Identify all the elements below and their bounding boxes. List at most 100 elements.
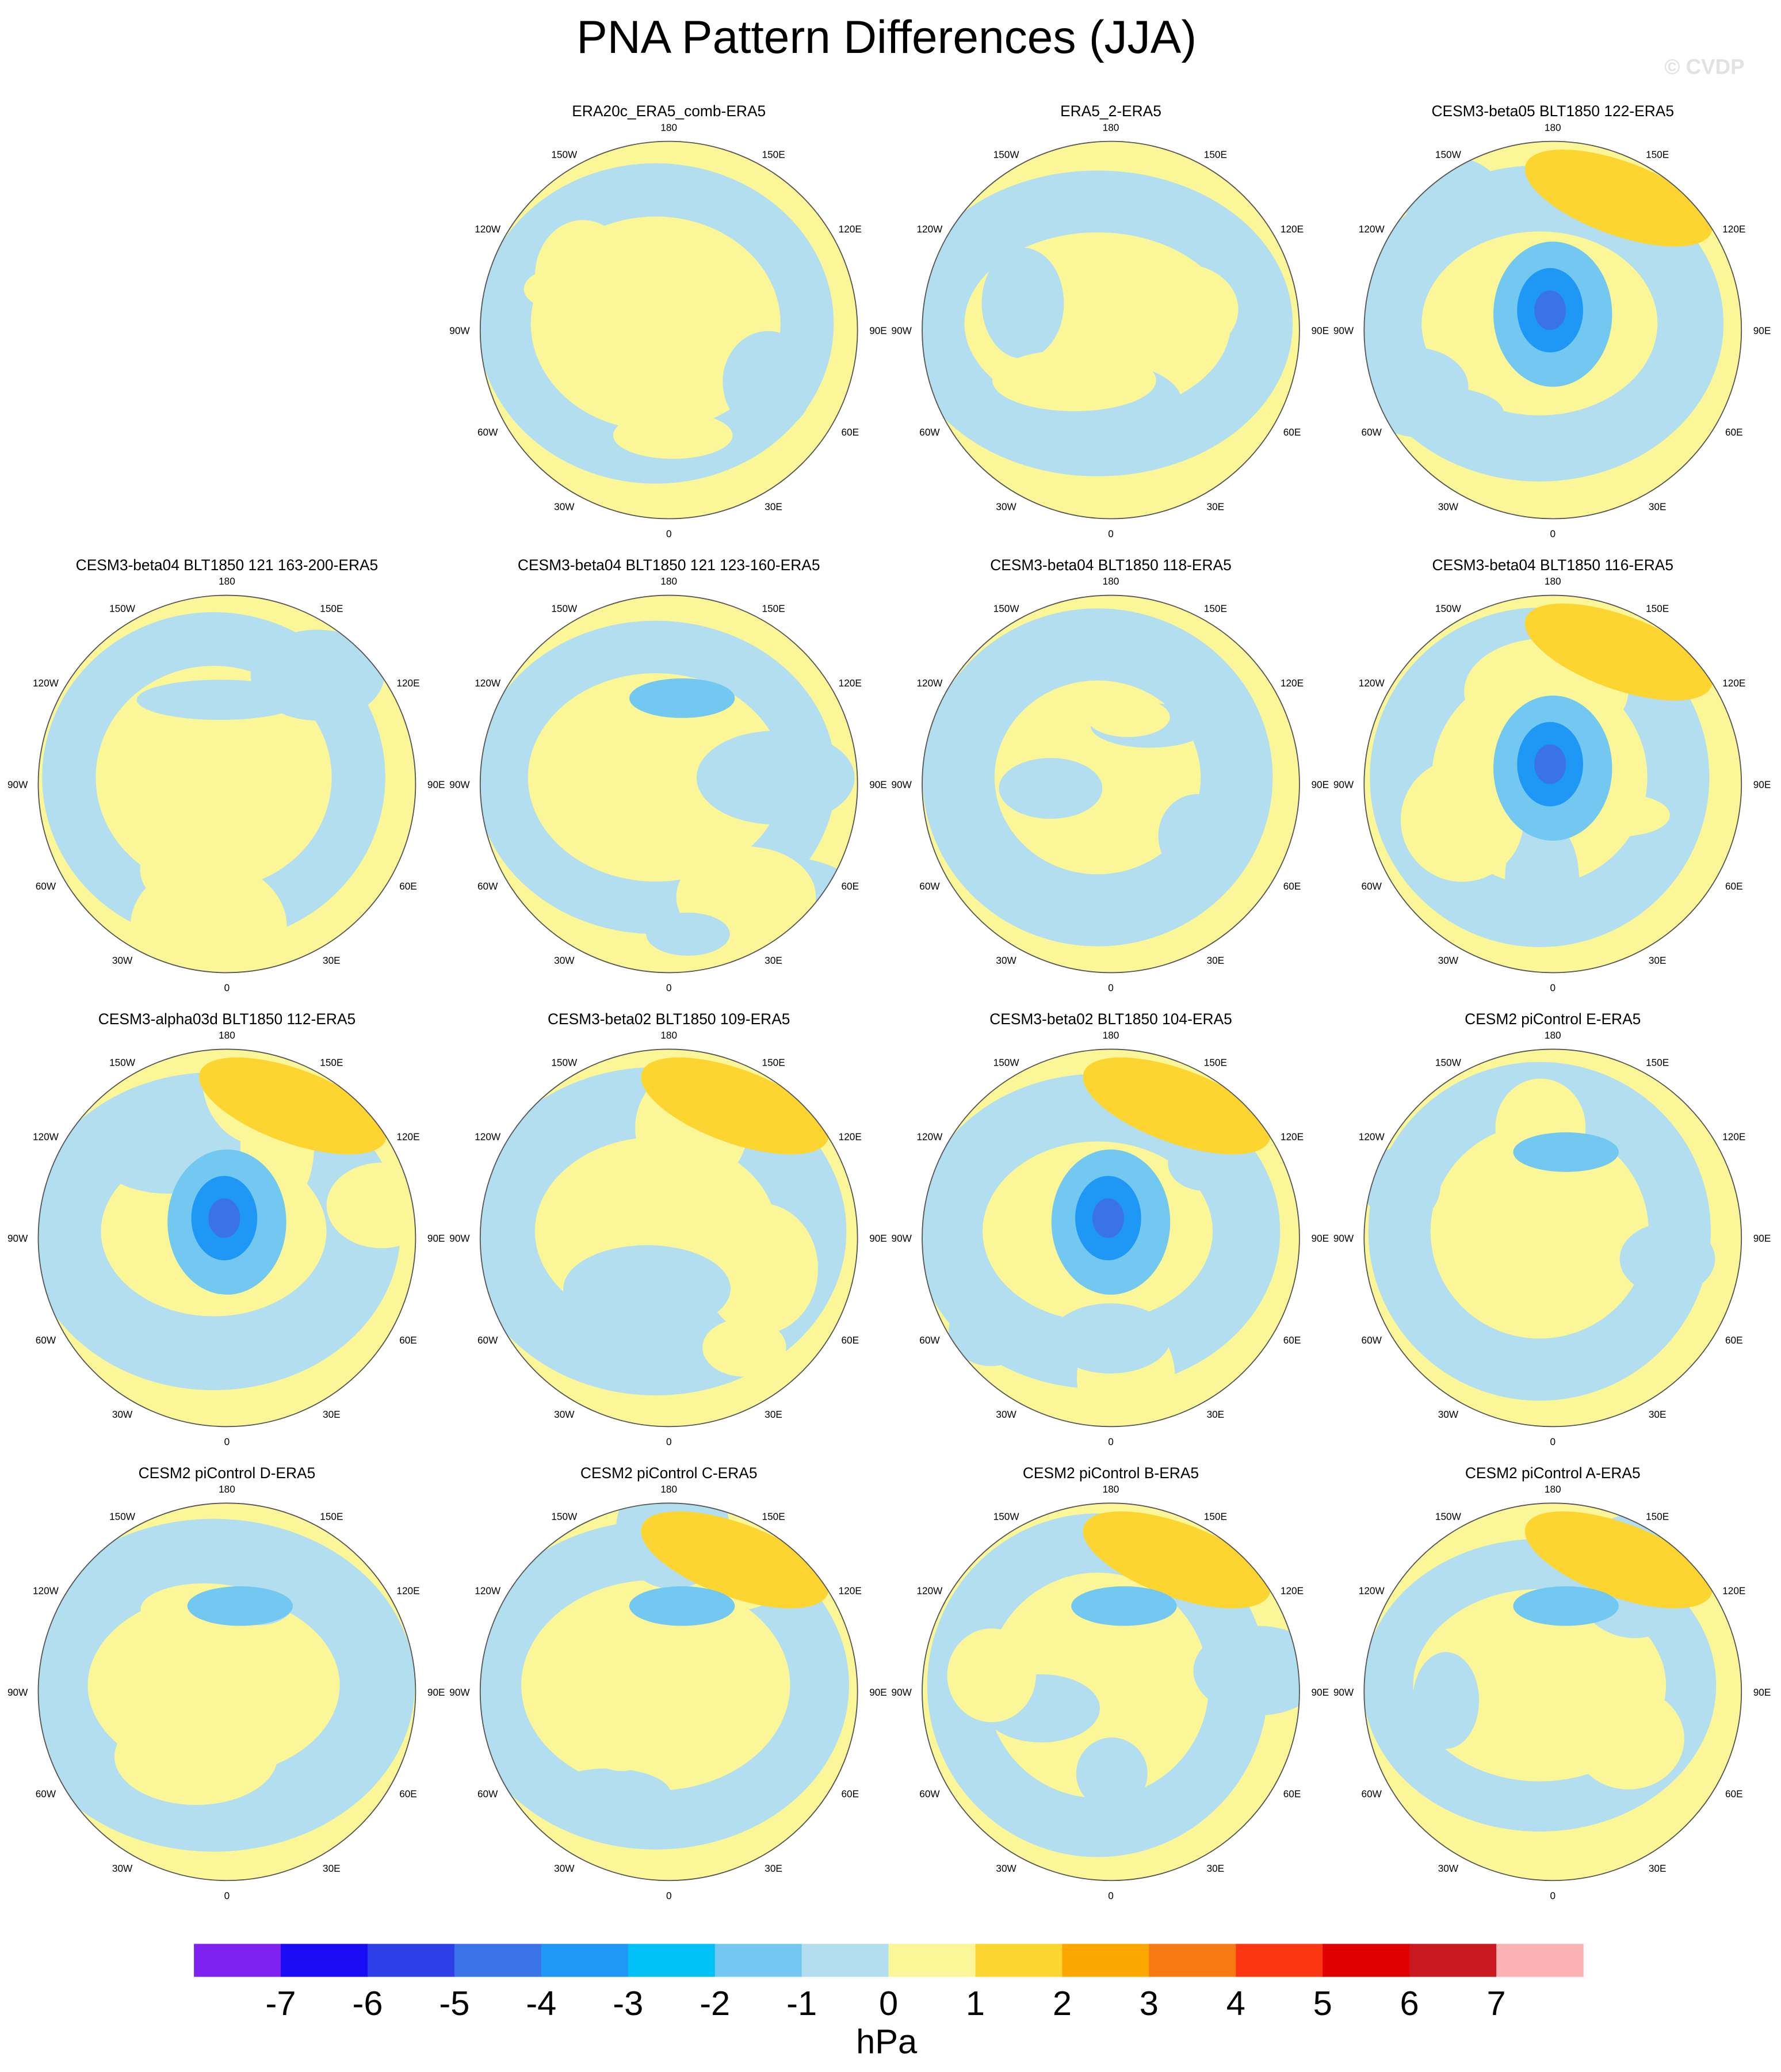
map-border	[922, 1048, 1300, 1428]
panel-title: CESM2 piControl E-ERA5	[1465, 1010, 1641, 1028]
longitude-label: 30W	[1438, 501, 1459, 512]
field-negative	[992, 349, 1156, 411]
longitude-label: 60E	[399, 1334, 417, 1346]
field-negative	[723, 331, 814, 433]
longitude-label: 150E	[762, 1056, 785, 1068]
map-border	[37, 594, 416, 974]
longitude-label: 90E	[869, 779, 887, 790]
longitude-label: 0	[1108, 982, 1114, 994]
longitude-label: 90E	[427, 1686, 445, 1698]
field-negative	[1086, 697, 1170, 737]
field-negative	[646, 913, 730, 956]
longitude-label: 60W	[36, 1788, 56, 1800]
longitude-label: 60W	[36, 880, 56, 892]
watermark: © CVDP	[1664, 55, 1744, 79]
colorbar-box	[975, 1944, 1063, 1977]
longitude-label: 180	[1545, 1029, 1561, 1041]
longitude-label: 150E	[1204, 149, 1227, 161]
longitude-label: 30W	[554, 1409, 575, 1420]
field-negative	[1513, 1132, 1619, 1172]
map-panel	[1364, 595, 1742, 973]
panel-title: CESM2 piControl D-ERA5	[139, 1464, 316, 1482]
longitude-label: 30E	[1649, 1409, 1667, 1420]
longitude-label: 120E	[1281, 1585, 1304, 1597]
longitude-label: 60E	[399, 1788, 417, 1800]
longitude-label: 90W	[1333, 325, 1354, 336]
map-border	[1363, 594, 1742, 974]
longitude-label: 30W	[996, 955, 1016, 966]
longitude-label: 30W	[996, 1863, 1016, 1874]
longitude-label: 120W	[1359, 677, 1385, 689]
longitude-label: 30E	[323, 1863, 341, 1874]
field-negative	[1076, 1737, 1148, 1810]
longitude-label: 180	[219, 575, 235, 587]
longitude-label: 90W	[449, 325, 470, 336]
colorbar-tick-label: 4	[1226, 1984, 1245, 2023]
longitude-label: 180	[1103, 575, 1119, 587]
longitude-label: 30W	[112, 1409, 133, 1420]
longitude-label: 120W	[917, 1585, 943, 1597]
longitude-label: 120W	[33, 677, 59, 689]
longitude-label: 90E	[1311, 1686, 1329, 1698]
colorbar-label: hPa	[856, 2023, 918, 2061]
colorbar-tick-label: 1	[966, 1984, 985, 2023]
longitude-label: 150E	[762, 602, 785, 614]
field-negative	[1572, 1688, 1684, 1790]
longitude-label: 150E	[320, 1056, 343, 1068]
map-panel	[922, 1049, 1300, 1427]
longitude-label: 150W	[109, 1056, 136, 1068]
panel-title: CESM2 piControl B-ERA5	[1023, 1464, 1199, 1482]
field-negative	[1364, 347, 1469, 428]
field-negative	[1364, 1147, 1441, 1224]
longitude-label: 150W	[109, 602, 136, 614]
longitude-label: 180	[1103, 121, 1119, 133]
longitude-label: 60W	[1362, 1788, 1382, 1800]
longitude-label: 90W	[7, 1232, 28, 1244]
field-negative	[1469, 1220, 1549, 1327]
longitude-label: 90W	[7, 1686, 28, 1698]
field-negative	[1400, 758, 1524, 882]
longitude-label: 150W	[993, 149, 1020, 161]
longitude-label: 150W	[551, 1510, 578, 1522]
map-panel	[480, 1503, 858, 1881]
longitude-label: 60E	[1725, 1788, 1743, 1800]
longitude-label: 90E	[869, 1232, 887, 1244]
longitude-label: 120E	[839, 1585, 862, 1597]
longitude-label: 150E	[1204, 602, 1227, 614]
longitude-label: 30E	[765, 1863, 782, 1874]
map-border	[922, 1502, 1300, 1882]
map-border	[37, 1048, 416, 1428]
longitude-label: 30E	[765, 501, 782, 512]
field-positive	[1524, 603, 1713, 701]
colorbar-box	[367, 1944, 455, 1977]
colorbar-tick-label: -1	[786, 1984, 817, 2023]
longitude-label: 120E	[1281, 1131, 1304, 1143]
map-panel	[480, 141, 858, 519]
longitude-label: 150W	[993, 602, 1020, 614]
longitude-label: 0	[224, 982, 230, 994]
longitude-label: 0	[1550, 1890, 1555, 1901]
longitude-label: 90E	[1311, 325, 1329, 336]
longitude-label: 60W	[1362, 426, 1382, 438]
field-negative	[208, 1198, 240, 1238]
field-negative	[1092, 1198, 1124, 1238]
field-positive	[199, 1057, 387, 1155]
longitude-label: 90W	[892, 325, 912, 336]
longitude-label: 150E	[1646, 602, 1669, 614]
longitude-label: 180	[1545, 1483, 1561, 1495]
longitude-label: 120E	[839, 1131, 862, 1143]
longitude-label: 60W	[477, 1334, 498, 1346]
field-negative	[326, 1162, 416, 1249]
longitude-label: 30W	[1438, 1409, 1459, 1420]
longitude-label: 30E	[1207, 1863, 1225, 1874]
longitude-label: 90W	[1333, 779, 1354, 790]
field-positive	[1524, 1511, 1713, 1609]
longitude-label: 90E	[1753, 779, 1771, 790]
longitude-label: 120W	[475, 223, 501, 235]
figure-title: PNA Pattern Differences (JJA)	[576, 12, 1197, 63]
longitude-label: 180	[1545, 575, 1561, 587]
map-panel	[38, 1503, 416, 1881]
field-negative	[1619, 1223, 1715, 1295]
longitude-label: 180	[1103, 1483, 1119, 1495]
longitude-label: 120W	[475, 1131, 501, 1143]
